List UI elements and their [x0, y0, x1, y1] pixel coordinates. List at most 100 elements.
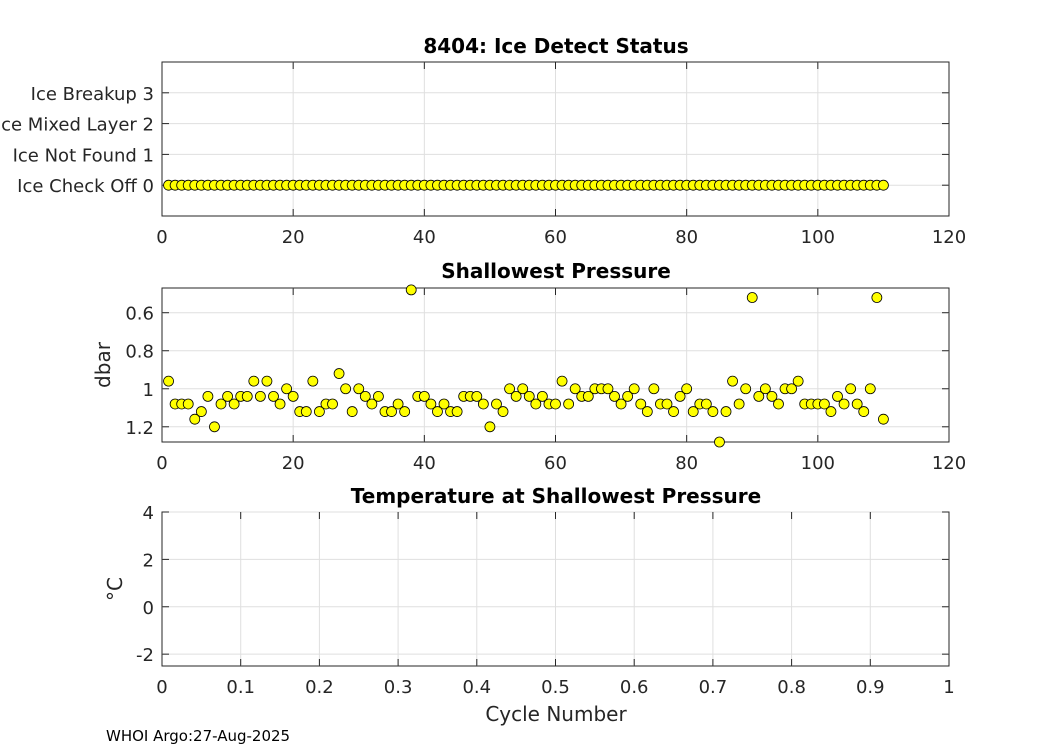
pressure-point — [668, 406, 679, 417]
pressure-point — [766, 390, 778, 402]
x-tick-label: 0.2 — [305, 677, 334, 698]
pressure-point — [569, 383, 581, 395]
x-tick-label: 100 — [801, 453, 835, 474]
pressure-point — [635, 398, 647, 410]
y-tick-label: 1.2 — [125, 418, 154, 439]
temperature-title: Temperature at Shallowest Pressure — [351, 484, 761, 508]
pressure-point — [858, 406, 870, 417]
x-tick-label: 80 — [675, 227, 698, 248]
pressure-point — [281, 383, 293, 395]
y-tick-label: Ice Not Found 1 — [13, 145, 154, 166]
cycle-number-xlabel: Cycle Number — [485, 702, 627, 726]
x-tick-label: 0.7 — [699, 677, 728, 698]
y-tick-label: 0.6 — [125, 304, 154, 325]
x-tick-label: 0.6 — [620, 677, 649, 698]
y-tick-label: -2 — [136, 645, 154, 666]
y-tick-label: 4 — [143, 503, 154, 524]
pressure-point — [727, 375, 738, 387]
pressure-point — [425, 398, 437, 410]
pressure-point — [254, 390, 266, 402]
pressure-point — [386, 406, 397, 417]
pressure-point — [274, 398, 286, 410]
x-tick-label: 0.8 — [777, 677, 806, 698]
x-tick-label: 100 — [801, 227, 835, 248]
pressure-point — [733, 398, 745, 410]
x-tick-label: 120 — [932, 227, 966, 248]
pressure-point — [674, 390, 686, 402]
pressure-point — [602, 383, 614, 395]
pressure-point — [432, 406, 443, 417]
pressure-point — [714, 436, 725, 448]
pressure-point — [773, 398, 784, 410]
pressure-point — [195, 406, 207, 417]
pressure-point — [340, 383, 352, 395]
pressure-point — [504, 383, 515, 395]
ice-point — [878, 179, 889, 191]
pressure-point — [648, 383, 660, 395]
pressure-point — [556, 375, 568, 387]
pressure-point — [864, 383, 876, 395]
pressure-point — [313, 406, 325, 417]
pressure-point — [628, 383, 640, 395]
pressure-point — [366, 398, 378, 410]
pressure-point — [700, 398, 712, 410]
pressure-point — [353, 383, 365, 395]
pressure-point — [641, 406, 653, 417]
pressure-point — [687, 406, 699, 417]
pressure-point — [536, 390, 548, 402]
y-tick-label: 0 — [143, 598, 154, 619]
pressure-point — [825, 406, 837, 417]
y-tick-label: Ice Check Off 0 — [17, 176, 154, 197]
pressure-point — [838, 398, 850, 410]
x-tick-label: 1 — [943, 677, 954, 698]
pressure-point — [622, 390, 634, 402]
pressure-point — [300, 406, 312, 417]
y-tick-label: Ice Breakup 3 — [31, 84, 154, 105]
pressure-point — [287, 390, 299, 402]
pressure-point — [792, 375, 804, 387]
pressure-point — [333, 368, 345, 379]
pressure-point — [477, 398, 489, 410]
pressure-point — [878, 413, 889, 425]
temperature-ylabel: °C — [103, 577, 127, 601]
x-tick-label: 60 — [544, 227, 567, 248]
ice-status-title: 8404: Ice Detect Status — [423, 34, 688, 58]
pressure-point — [845, 383, 857, 395]
y-tick-label: Ice Mixed Layer 2 — [0, 115, 154, 136]
pressure-point — [471, 390, 483, 402]
pressure-point — [609, 390, 620, 402]
pressure-point — [261, 375, 273, 387]
pressure-point — [720, 406, 732, 417]
pressure-title: Shallowest Pressure — [441, 259, 671, 283]
x-tick-label: 20 — [282, 453, 305, 474]
pressure-point — [222, 390, 233, 402]
x-tick-label: 120 — [932, 453, 966, 474]
pressure-point — [497, 406, 509, 417]
pressure-point — [582, 390, 594, 402]
pressure-point — [523, 390, 535, 402]
y-tick-label: 2 — [143, 550, 154, 571]
x-tick-label: 0.5 — [541, 677, 570, 698]
x-tick-label: 0 — [156, 453, 167, 474]
x-tick-label: 0.9 — [856, 677, 885, 698]
pressure-point — [832, 390, 843, 402]
pressure-point — [327, 398, 338, 410]
x-tick-label: 20 — [282, 227, 305, 248]
footer-credit: WHOI Argo:27-Aug-2025 — [106, 727, 290, 745]
x-tick-label: 0.4 — [462, 677, 491, 698]
pressure-point — [189, 413, 201, 425]
temperature-panel: Temperature at Shallowest Pressure °C Cy… — [103, 484, 955, 726]
pressure-point — [392, 398, 404, 410]
pressure-point — [740, 383, 752, 395]
pressure-point — [209, 421, 220, 433]
pressure-point — [707, 406, 719, 417]
pressure-point — [786, 383, 797, 395]
pressure-point — [163, 375, 174, 387]
pressure-point — [248, 375, 260, 387]
y-tick-label: 0.8 — [125, 342, 154, 363]
pressure-point — [530, 398, 542, 410]
pressure-point — [563, 398, 575, 410]
pressure-point — [759, 383, 771, 395]
pressure-point — [871, 292, 883, 303]
pressure-point — [550, 398, 561, 410]
